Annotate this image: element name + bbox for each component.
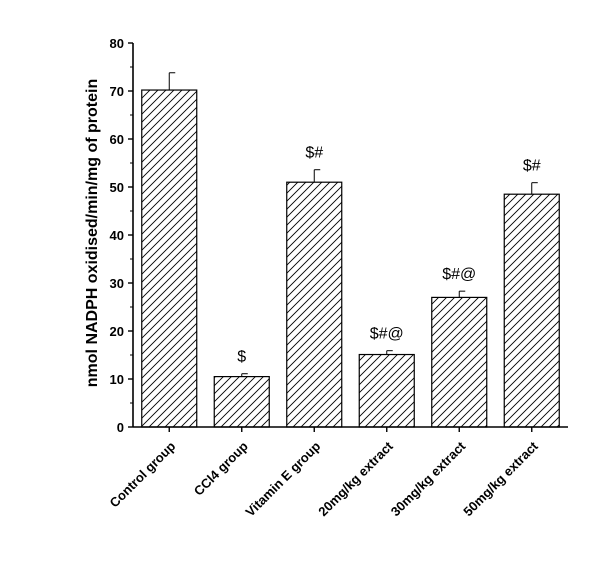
y-tick-label: 30 <box>110 276 124 291</box>
y-axis-label: nmol NADPH oxidised/min/mg of protein <box>84 79 101 387</box>
x-tick-label: Control group <box>106 438 178 510</box>
y-tick-label: 50 <box>110 180 124 195</box>
bar <box>141 89 198 428</box>
significance-label: $# <box>523 158 541 175</box>
significance-label: $#@ <box>370 326 404 343</box>
significance-label: $#@ <box>442 266 476 283</box>
x-tick-label: 50mg/kg extract <box>460 438 541 519</box>
x-tick-label: Vitamin E group <box>242 438 323 519</box>
x-tick-label: CCl4 group <box>191 438 251 498</box>
bar <box>286 181 343 428</box>
y-tick-label: 20 <box>110 324 124 339</box>
y-tick-label: 0 <box>117 420 124 435</box>
bar <box>431 296 488 428</box>
y-tick-label: 10 <box>110 372 124 387</box>
significance-label: $ <box>237 349 246 366</box>
bars <box>141 72 560 428</box>
x-tick-label: 20mg/kg extract <box>315 438 396 519</box>
y-tick-label: 40 <box>110 228 124 243</box>
y-tick-label: 60 <box>110 132 124 147</box>
bar <box>503 193 560 428</box>
significance-label: $# <box>305 145 323 162</box>
y-tick-label: 80 <box>110 36 124 51</box>
bar <box>213 376 270 428</box>
axes <box>128 42 568 432</box>
x-tick-label: 30mg/kg extract <box>388 438 469 519</box>
y-tick-label: 70 <box>110 84 124 99</box>
bar <box>358 353 415 428</box>
